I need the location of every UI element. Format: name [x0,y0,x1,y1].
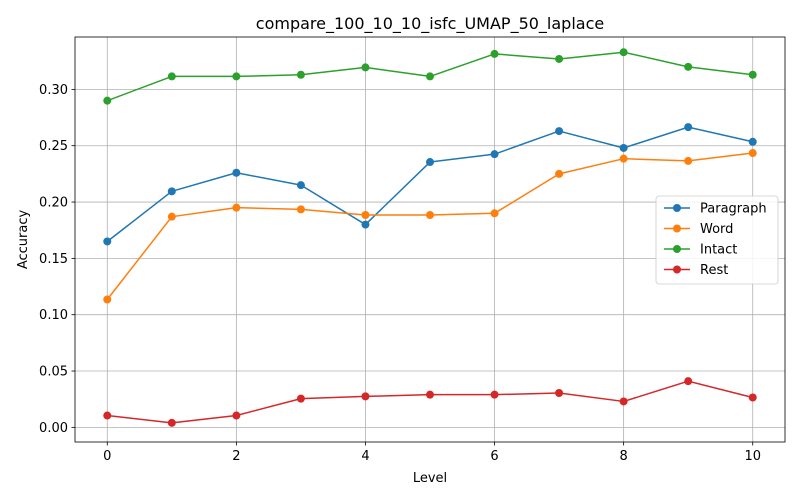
legend-box [655,195,779,285]
x-tick-label: 6 [490,449,498,464]
data-point-intact [232,72,241,81]
data-point-intact [684,62,693,71]
ticks: 0 2 4 6 8 10 0.00 0.05 0.10 0.15 0.20 0.25 0.30 [39,83,761,464]
data-point-word [619,154,628,163]
data-point-paragraph [361,220,370,229]
data-point-intact [167,72,176,81]
data-point-rest [426,390,434,399]
data-point-rest [490,390,499,399]
data-point-word [296,205,305,214]
data-point-rest [232,411,241,420]
data-point-paragraph [490,150,499,159]
data-point-paragraph [167,187,176,196]
chart-title: compare_100_10_10_isfc_UMAP_50_laplace [256,14,604,34]
data-point-paragraph [296,181,305,190]
y-tick-label: 0.10 [39,308,68,323]
data-point-word [555,169,564,178]
y-tick-label: 0.15 [39,252,68,267]
y-axis-label: Accuracy [16,210,31,270]
x-tick-label: 2 [232,449,240,464]
data-point-intact [426,72,434,81]
data-point-intact [103,96,112,105]
data-point-word [232,203,241,212]
y-tick-label: 0.25 [39,139,68,154]
data-point-rest [555,388,564,397]
data-point-word [684,156,693,165]
data-point-word [426,210,434,219]
data-point-intact [555,54,564,63]
legend-marker-intact [673,245,681,253]
data-point-paragraph [426,158,434,167]
x-axis-label: Level [413,471,447,486]
data-point-rest [103,411,112,420]
x-tick-label: 4 [361,449,369,464]
data-point-rest [684,377,693,386]
x-tick-label: 8 [619,449,627,464]
axes-frame [74,36,786,443]
data-point-rest [361,392,370,401]
data-point-paragraph [232,168,241,177]
data-point-paragraph [555,127,564,136]
legend-label-rest: Rest [700,263,728,278]
x-tick-label: 10 [744,449,761,464]
data-point-paragraph [684,123,693,132]
data-point-rest [619,397,628,406]
legend-label-paragraph: Paragraph [700,202,767,217]
data-point-paragraph [748,137,757,146]
data-point-word [361,210,370,219]
data-point-paragraph [619,143,628,152]
y-tick-label: 0.05 [39,365,68,380]
data-point-intact [490,49,499,58]
data-point-paragraph [103,237,112,246]
data-point-rest [167,418,176,427]
legend-marker-paragraph [673,204,681,212]
data-point-rest [748,393,757,402]
data-point-intact [361,63,370,72]
y-tick-label: 0.30 [39,83,68,98]
data-point-intact [296,70,305,79]
data-point-word [103,295,112,304]
x-tick-label: 0 [103,449,111,464]
legend-marker-word [673,224,681,233]
data-point-intact [748,70,757,79]
data-point-word [490,209,499,218]
legend-label-word: Word [700,222,733,237]
legend-marker-rest [673,265,681,274]
data-point-rest [296,394,305,403]
legend: Paragraph Word Intact Rest [655,195,779,285]
data-point-word [167,212,176,221]
data-point-word [748,149,757,158]
y-tick-label: 0.00 [39,421,68,436]
data-point-intact [619,48,628,57]
legend-label-intact: Intact [700,243,737,258]
series-group [103,48,757,427]
y-tick-label: 0.20 [39,196,68,211]
